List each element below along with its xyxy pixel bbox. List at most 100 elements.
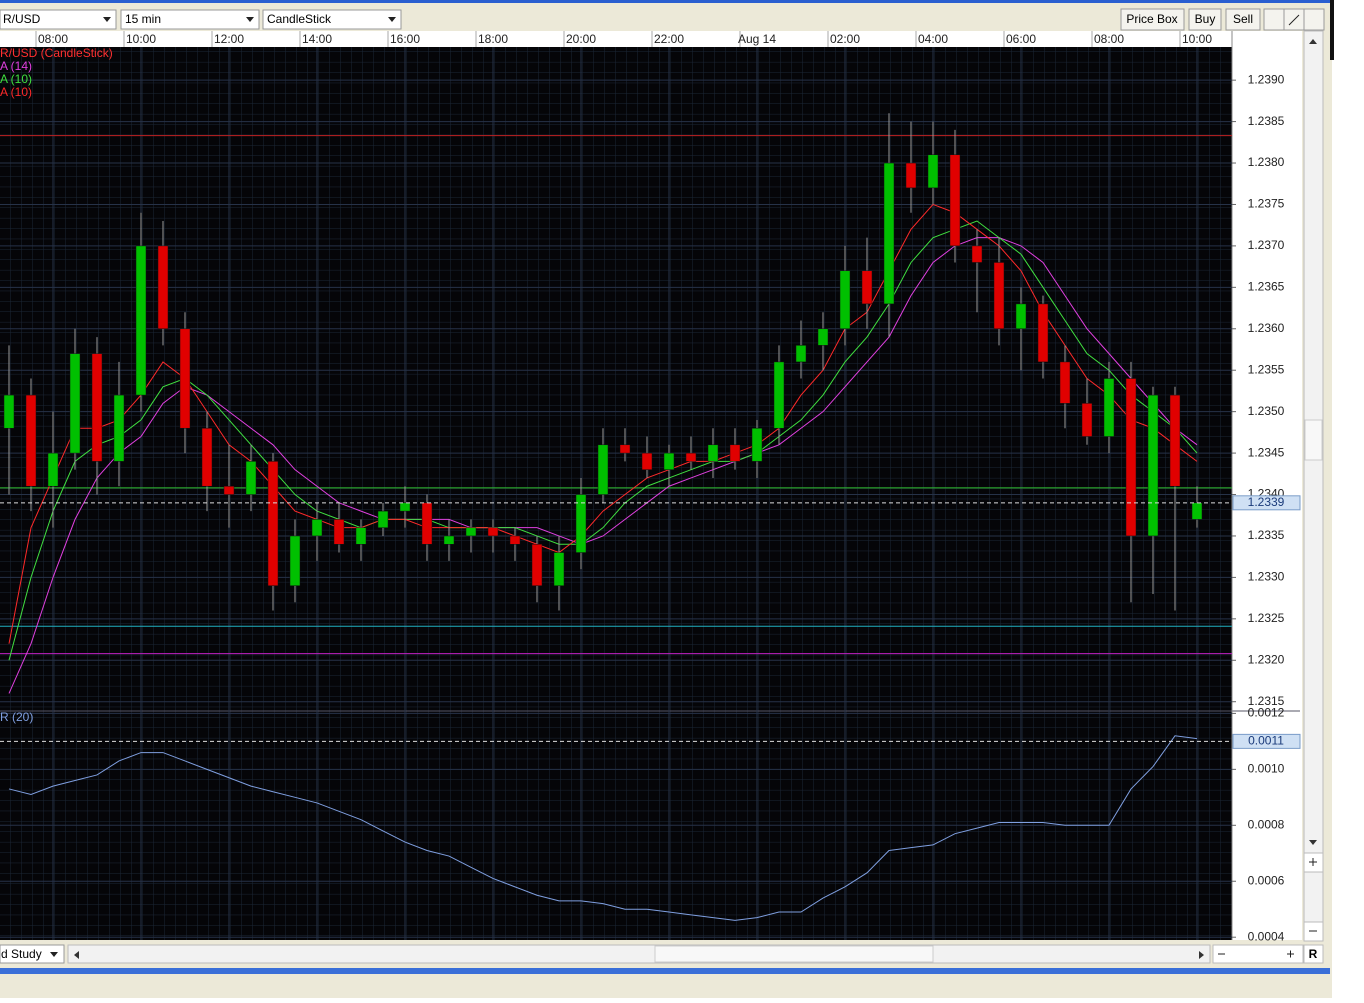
sell-button[interactable] [1225, 8, 1261, 31]
x-tick-label: 20:00 [566, 32, 596, 46]
scroll-thumb[interactable] [1304, 419, 1323, 461]
tool-button[interactable] [1263, 8, 1285, 31]
y-tick-label: 1.2350 [1248, 404, 1285, 418]
h-scroll-thumb[interactable] [654, 945, 934, 963]
scroll-right[interactable] [1199, 951, 1204, 959]
candle-body [509, 535, 521, 545]
candle-body [927, 154, 939, 189]
candle-body [641, 452, 653, 470]
toolbar: R/USD 15 min CandleStick Price Box Buy S… [0, 8, 1325, 31]
candle-body [619, 444, 631, 454]
dropdown-arrow [246, 17, 254, 22]
scroll-up[interactable] [1309, 39, 1317, 44]
edge [1330, 0, 1334, 60]
y-tick-label: 1.2330 [1248, 570, 1285, 584]
x-tick-label: Aug 14 [738, 32, 776, 46]
interval-select[interactable] [120, 9, 260, 30]
candle-body [729, 444, 741, 462]
time-axis [0, 31, 1232, 47]
x-tick-label: 04:00 [918, 32, 948, 46]
scroll-down[interactable] [1309, 840, 1317, 845]
chart-type-select[interactable] [262, 9, 402, 30]
candle-body [289, 535, 301, 586]
candle-body [201, 427, 213, 487]
y-tick-label: 1.2380 [1248, 155, 1285, 169]
candle-body [597, 444, 609, 495]
study-select[interactable] [0, 944, 65, 964]
interval: 15 min [125, 12, 161, 26]
horizontal-scrollbar[interactable] [67, 944, 1211, 964]
candle-body [3, 394, 15, 429]
zoom-icons [1218, 950, 1294, 958]
y-tick-label: 1.2355 [1248, 362, 1285, 376]
candle-body [245, 461, 257, 495]
candle-body [1169, 394, 1181, 487]
candle-body [1059, 361, 1071, 404]
candle-body [377, 510, 389, 528]
symbol-select[interactable] [0, 9, 117, 30]
buy-button[interactable] [1188, 8, 1222, 31]
candle-body [223, 485, 235, 495]
candle-body [1081, 403, 1093, 437]
candle-body [773, 361, 785, 429]
legend-item: A (10) [0, 72, 32, 86]
y-tick-label: 1.2315 [1248, 694, 1285, 708]
button-label: Buy [1195, 12, 1216, 26]
chart-type: CandleStick [267, 12, 332, 26]
candle-body [443, 535, 455, 545]
title-strip [0, 0, 1330, 3]
y-tick-label: 1.2370 [1248, 238, 1285, 252]
candle-body [355, 527, 367, 545]
candle-body [685, 452, 697, 462]
right-margin [1332, 0, 1364, 998]
legend-item: R/USD (CandleStick) [0, 46, 113, 60]
x-tick-label: 14:00 [302, 32, 332, 46]
x-tick-label: 08:00 [38, 32, 68, 46]
reset-button[interactable] [1303, 944, 1324, 964]
dropdown-arrow [388, 17, 396, 22]
x-tick-label: 12:00 [214, 32, 244, 46]
last-value-label: 1.2339 [1248, 495, 1285, 509]
price-box-button[interactable] [1120, 8, 1185, 31]
scroll-left[interactable] [74, 951, 79, 959]
legend-item: A (10) [0, 85, 32, 99]
y-tick-label: 1.2325 [1248, 611, 1285, 625]
dropdown-arrow [103, 17, 111, 22]
button-label: Sell [1233, 12, 1253, 26]
candle-body [971, 245, 983, 263]
y-tick-label: 1.2375 [1248, 197, 1285, 211]
legend-item: R (20) [0, 710, 33, 724]
candle-body [531, 544, 543, 586]
candle-body [795, 345, 807, 363]
candle-body [333, 519, 345, 545]
vertical-scrollbar[interactable] [1303, 30, 1324, 942]
x-tick-label: 06:00 [1006, 32, 1036, 46]
x-tick-label: 02:00 [830, 32, 860, 46]
legend-item: A (14) [0, 59, 32, 73]
last-value-label: 0.0011 [1248, 734, 1284, 748]
candle-body [47, 452, 59, 487]
candle-body [267, 461, 279, 586]
zoom-bar[interactable] [1212, 944, 1304, 964]
candle-body [1015, 303, 1027, 330]
x-tick-label: 18:00 [478, 32, 508, 46]
y-tick-label: 1.2320 [1248, 652, 1285, 666]
candle-body [179, 328, 191, 429]
symbol: R/USD [3, 12, 41, 26]
window-button[interactable] [1303, 8, 1325, 31]
indicator-line [8, 735, 1198, 921]
button-label: Price Box [1126, 12, 1177, 26]
candle-body [553, 552, 565, 586]
last-value-box [1232, 495, 1301, 511]
y-tick-label: 1.2390 [1248, 72, 1285, 86]
reset-icon: R [1309, 947, 1318, 961]
candle-body [751, 427, 763, 462]
candle-body [421, 502, 433, 545]
y-tick-label: 1.2365 [1248, 280, 1285, 294]
candle-body [91, 353, 103, 462]
candle-body [949, 154, 961, 247]
candle-body [817, 328, 829, 346]
pen-icon [1288, 14, 1300, 26]
candle-body [883, 162, 895, 305]
candle-body [25, 394, 37, 487]
